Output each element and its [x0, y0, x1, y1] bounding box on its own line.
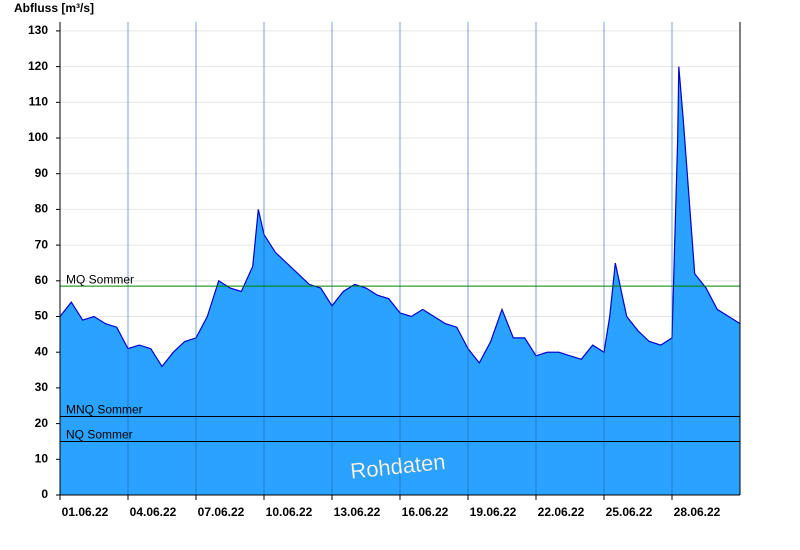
x-tick-label: 16.06.22: [402, 505, 449, 519]
y-tick-label: 60: [35, 273, 49, 287]
x-tick-label: 01.06.22: [62, 505, 109, 519]
x-tick-label: 19.06.22: [470, 505, 517, 519]
y-tick-label: 110: [29, 94, 49, 108]
x-tick-label: 04.06.22: [130, 505, 177, 519]
area: [60, 66, 740, 495]
y-tick-label: 90: [35, 166, 49, 180]
x-tick-label: 22.06.22: [538, 505, 585, 519]
y-tick-label: 130: [28, 23, 48, 37]
x-tick-label: 25.06.22: [606, 505, 653, 519]
y-tick-label: 100: [28, 130, 48, 144]
y-tick-label: 30: [35, 380, 49, 394]
y-tick-label: 80: [35, 202, 49, 216]
watermark: Rohdaten: [349, 449, 447, 484]
reference-label: MQ Sommer: [66, 272, 134, 286]
y-tick-label: 20: [35, 416, 49, 430]
y-tick-label: 10: [35, 451, 49, 465]
reference-label: NQ Sommer: [66, 428, 133, 442]
y-tick-label: 40: [35, 344, 49, 358]
x-tick-label: 10.06.22: [266, 505, 313, 519]
reference-label: MNQ Sommer: [66, 403, 143, 417]
y-tick-label: 120: [28, 59, 48, 73]
x-tick-label: 13.06.22: [334, 505, 381, 519]
y-tick-label: 70: [35, 237, 49, 251]
x-tick-label: 07.06.22: [198, 505, 245, 519]
x-tick-label: 28.06.22: [674, 505, 721, 519]
y-tick-label: 0: [41, 487, 48, 501]
y-tick-label: 50: [35, 309, 49, 323]
y-axis-label: Abfluss [m³/s]: [14, 1, 94, 15]
line: [59, 66, 741, 368]
